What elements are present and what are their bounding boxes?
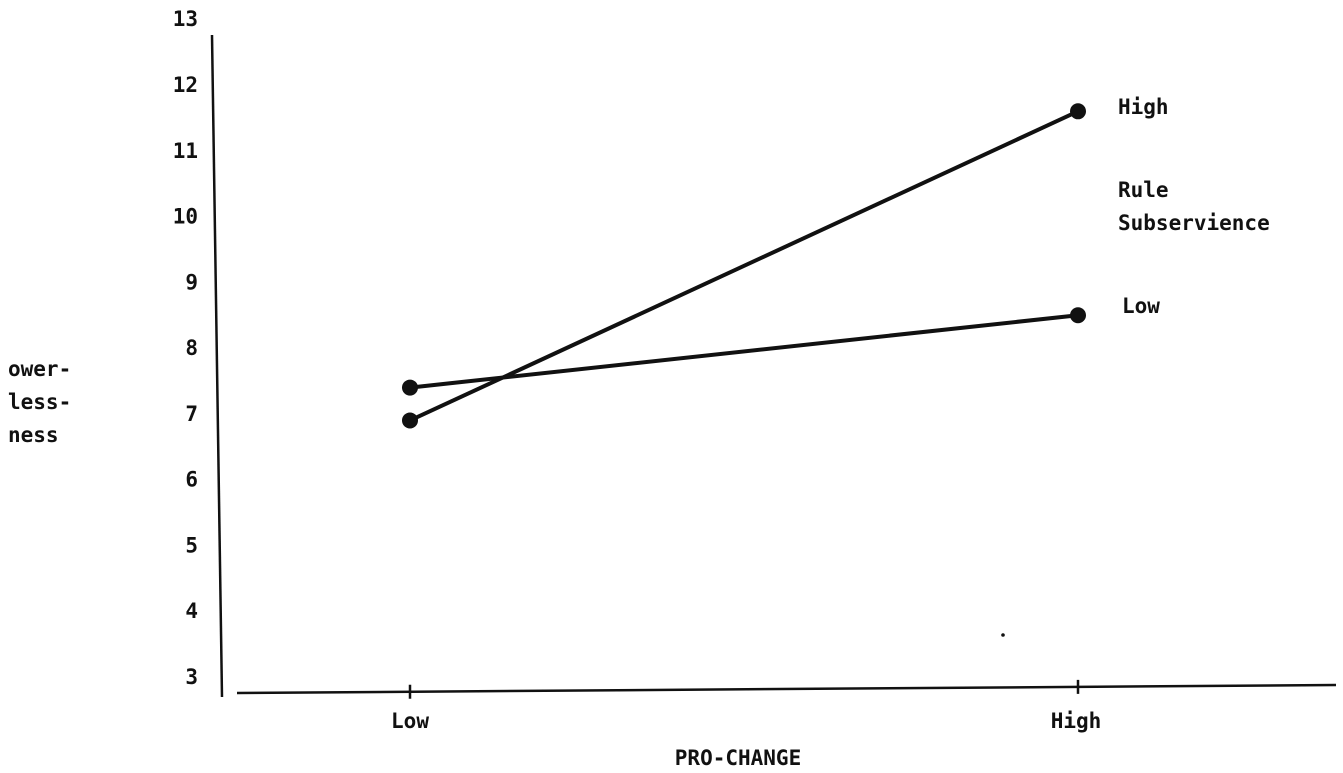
y-axis-line xyxy=(210,34,224,698)
series-line xyxy=(409,109,1079,423)
legend-title-line-1: Rule xyxy=(1118,178,1169,202)
y-axis-title-line-3: ness xyxy=(8,423,59,447)
y-tick-label: 8 xyxy=(185,336,198,360)
x-category-ticks: Low High xyxy=(391,679,1102,733)
y-tick-label: 10 xyxy=(173,205,198,229)
series-low: Low xyxy=(402,294,1160,396)
y-tick-labels: 3 4 5 6 7 8 9 10 11 12 13 xyxy=(173,7,198,689)
series-lines: High Low xyxy=(402,95,1169,429)
y-tick-label: 6 xyxy=(185,468,198,492)
y-tick-label: 3 xyxy=(185,665,198,689)
y-tick-label: 4 xyxy=(185,599,198,623)
series-label: High xyxy=(1118,95,1169,119)
legend-title: Rule Subservience xyxy=(1118,178,1270,235)
y-axis-title-line-1: ower- xyxy=(8,357,71,381)
data-point xyxy=(1070,103,1086,120)
series-line xyxy=(409,313,1079,390)
data-point xyxy=(402,412,418,429)
x-category-label: High xyxy=(1051,709,1102,733)
y-axis-title-line-2: less- xyxy=(8,390,71,414)
y-tick-label: 9 xyxy=(185,270,198,294)
x-category-label: Low xyxy=(391,709,429,733)
series-label: Low xyxy=(1122,294,1160,318)
series-high: High xyxy=(402,95,1169,429)
y-tick-label: 5 xyxy=(185,533,198,557)
y-tick-label: 11 xyxy=(173,139,198,163)
legend-title-line-2: Subservience xyxy=(1118,211,1270,235)
y-tick-label: 13 xyxy=(173,7,198,31)
y-axis-title: ower- less- ness xyxy=(8,357,84,447)
x-axis-line xyxy=(236,683,1337,695)
y-tick-label: 12 xyxy=(173,73,198,97)
y-tick-label: 7 xyxy=(185,402,198,426)
stray-mark xyxy=(1001,633,1005,637)
x-axis-title: PRO-CHANGE xyxy=(675,746,801,770)
chart-axes xyxy=(210,34,1337,698)
data-point xyxy=(1070,307,1086,324)
data-point xyxy=(402,379,418,396)
